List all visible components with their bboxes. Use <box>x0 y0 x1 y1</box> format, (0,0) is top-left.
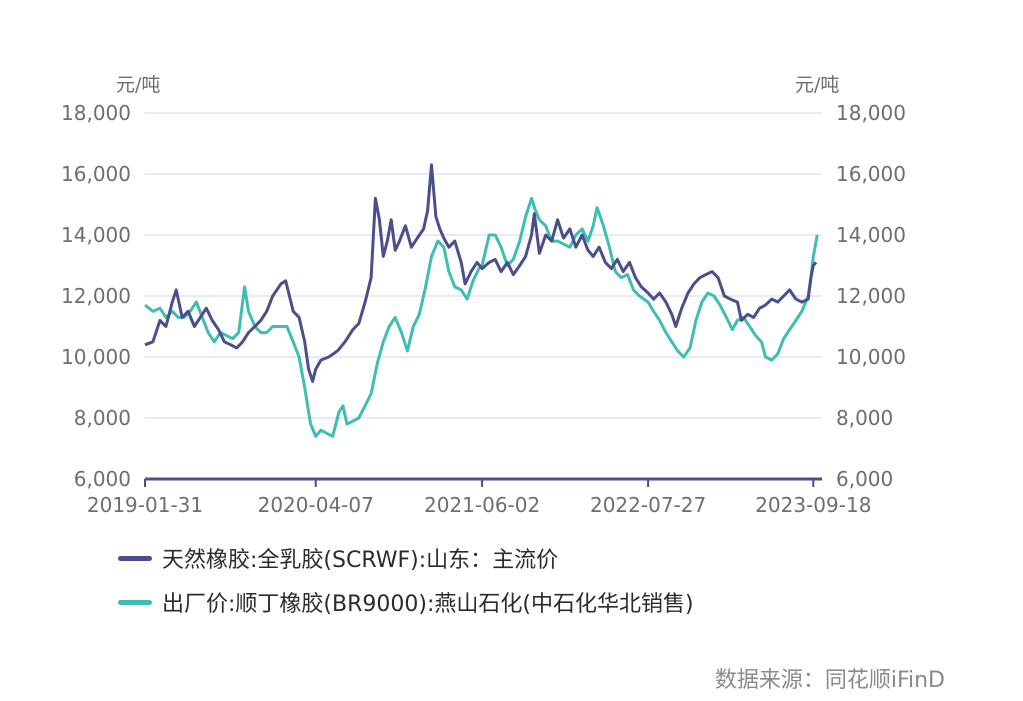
right-y-tick-label: 18,000 <box>836 101 906 125</box>
right-y-axis-ticks: 18,000 16,000 14,000 12,000 10,000 8,000 6,000 <box>836 101 906 491</box>
right-y-tick-label: 14,000 <box>836 223 906 247</box>
series-line-natural-rubber <box>144 163 818 383</box>
left-y-tick-label: 14,000 <box>61 223 131 247</box>
x-tick-label: 2023-09-18 <box>755 493 871 517</box>
right-axis-unit: 元/吨 <box>795 74 839 96</box>
legend-item-butadiene-rubber[interactable]: 出厂价:顺丁橡胶(BR9000):燕山石化(中石化华北销售) <box>118 580 694 624</box>
x-axis-ticks: 2019-01-31 2020-04-07 2021-06-02 2022-07-27… <box>87 479 871 517</box>
right-y-tick-label: 6,000 <box>836 467 893 491</box>
left-y-axis-ticks: 18,000 16,000 14,000 12,000 10,000 8,000 6,000 <box>61 101 131 491</box>
x-tick-label: 2021-06-02 <box>424 493 540 517</box>
legend-label-butadiene-rubber: 出厂价:顺丁橡胶(BR9000):燕山石化(中石化华北销售) <box>162 592 694 617</box>
legend-label-natural-rubber: 天然橡胶:全乳胶(SCRWF):山东：主流价 <box>162 548 559 573</box>
series-lines <box>144 163 819 438</box>
legend-swatch-natural-rubber <box>118 555 152 561</box>
right-y-tick-label: 16,000 <box>836 162 906 186</box>
left-axis-unit: 元/吨 <box>116 74 160 96</box>
right-y-tick-label: 8,000 <box>836 406 893 430</box>
left-y-tick-label: 10,000 <box>61 345 131 369</box>
x-tick-label: 2020-04-07 <box>258 493 374 517</box>
data-source-note: 数据来源：同花顺iFinD <box>714 668 945 693</box>
left-y-tick-label: 16,000 <box>61 162 131 186</box>
legend-item-natural-rubber[interactable]: 天然橡胶:全乳胶(SCRWF):山东：主流价 <box>118 536 694 580</box>
gridlines <box>145 112 822 419</box>
right-y-tick-label: 10,000 <box>836 345 906 369</box>
x-tick-label: 2019-01-31 <box>87 493 203 517</box>
legend: 天然橡胶:全乳胶(SCRWF):山东：主流价 出厂价:顺丁橡胶(BR9000):… <box>118 536 694 624</box>
series-line-butadiene-rubber <box>144 196 819 438</box>
right-y-tick-label: 12,000 <box>836 284 906 308</box>
left-y-tick-label: 18,000 <box>61 101 131 125</box>
left-y-tick-label: 6,000 <box>74 467 131 491</box>
left-y-tick-label: 8,000 <box>74 406 131 430</box>
left-y-tick-label: 12,000 <box>61 284 131 308</box>
legend-swatch-butadiene-rubber <box>118 599 152 605</box>
x-tick-label: 2022-07-27 <box>590 493 706 517</box>
